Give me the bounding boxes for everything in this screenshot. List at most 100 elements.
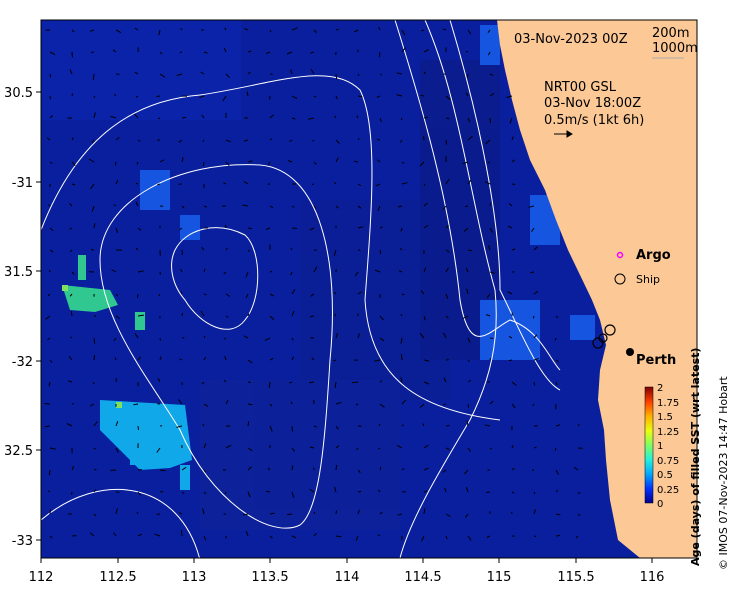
current-vector (224, 355, 227, 361)
city-perth: Perth (626, 348, 676, 368)
current-vector (269, 205, 274, 209)
current-vector (421, 535, 425, 542)
current-vector (68, 380, 73, 383)
current-vector (554, 447, 557, 451)
current-vector (419, 161, 425, 167)
current-vector (93, 223, 96, 229)
x-axis: 112 112.5 113 113.5 114 114.5 115 115.5 … (29, 558, 664, 585)
current-vector (180, 27, 183, 31)
current-vector (445, 267, 449, 273)
current-vector (357, 183, 361, 187)
current-vector (379, 511, 383, 515)
x-tick-label: 113 (182, 570, 207, 585)
current-vector (223, 182, 227, 185)
current-vector (69, 227, 73, 230)
current-vector (203, 205, 207, 208)
current-vector (46, 137, 51, 141)
current-vector (377, 205, 381, 212)
current-vector (445, 224, 449, 229)
current-vector (247, 466, 252, 471)
current-vector (533, 358, 539, 361)
current-vector (291, 535, 297, 539)
current-vector (156, 95, 161, 97)
current-vector (91, 51, 95, 53)
current-vector (202, 508, 205, 515)
current-vector (487, 161, 491, 164)
current-vector (203, 335, 206, 339)
current-vector (445, 249, 450, 253)
current-vector (355, 403, 359, 406)
current-vector (71, 183, 76, 186)
current-vector (286, 51, 293, 55)
current-vector (465, 487, 469, 493)
current-vector (115, 227, 118, 233)
current-vector (400, 377, 403, 383)
current-vector (223, 337, 227, 340)
current-vector (511, 136, 514, 141)
current-vector (93, 355, 96, 361)
current-vector (225, 224, 227, 229)
colorbar-title: Age (days) of filled SST (wrt latest) (689, 348, 702, 566)
current-vector (554, 337, 557, 341)
current-vector (113, 337, 117, 342)
current-vector (421, 29, 425, 32)
current-vector (397, 513, 403, 516)
bathy-1000m (399, 20, 497, 558)
colorbar-tick-label: 0.5 (657, 470, 673, 481)
current-vector (223, 379, 227, 383)
current-vector (555, 513, 561, 516)
current-vector (466, 288, 469, 295)
current-vector (465, 267, 469, 273)
current-vector (115, 508, 118, 515)
current-vector (310, 293, 315, 297)
current-vector (445, 178, 450, 185)
colorbar-tick-label: 1 (657, 441, 663, 452)
current-vector (134, 113, 139, 119)
current-vector (49, 359, 53, 363)
current-vector (91, 139, 95, 144)
current-vector (357, 73, 360, 77)
current-vector (202, 161, 205, 167)
current-vector (49, 227, 54, 231)
current-vector (420, 290, 425, 295)
current-vector (445, 139, 448, 145)
current-vector (269, 270, 273, 273)
current-vector (401, 293, 405, 296)
current-vector (203, 268, 206, 273)
current-vector (555, 424, 561, 427)
current-vector (533, 535, 537, 537)
x-tick-label: 115 (487, 570, 512, 585)
current-vector (555, 359, 559, 363)
current-vector (533, 491, 536, 495)
current-vector (115, 315, 120, 320)
current-vector (377, 489, 381, 493)
current-vector (137, 491, 141, 496)
current-vector (377, 447, 381, 450)
current-vector (247, 359, 253, 364)
current-vector (242, 204, 249, 207)
current-vector (159, 337, 161, 341)
current-vector (467, 359, 470, 362)
current-vector (335, 425, 339, 430)
current-vector (445, 315, 449, 319)
current-vector (423, 49, 430, 53)
current-vector (266, 51, 271, 54)
current-vector (334, 381, 337, 388)
current-vector (311, 357, 315, 361)
plot-frame (40, 19, 698, 559)
y-tick-label: 30.5 (4, 86, 33, 101)
current-vector (465, 92, 469, 97)
current-vector (44, 425, 51, 428)
current-vector (399, 248, 403, 251)
current-vector (423, 315, 426, 321)
current-vector (245, 530, 249, 537)
current-vector (462, 315, 469, 319)
current-vector (92, 73, 95, 80)
current-vector (396, 72, 403, 75)
current-vector (112, 49, 117, 53)
current-vector (533, 334, 538, 339)
y-tick-label: 31.5 (4, 265, 33, 280)
y-tick-label: 32.5 (4, 444, 33, 459)
current-vector (333, 182, 337, 185)
current-vector (203, 357, 207, 361)
